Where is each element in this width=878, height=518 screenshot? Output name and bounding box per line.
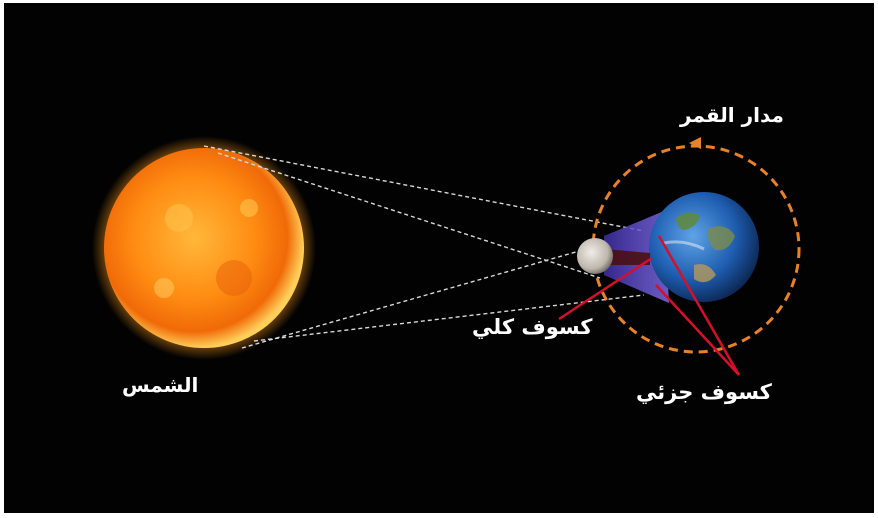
sun-spot (216, 260, 252, 296)
earth-land (707, 226, 735, 251)
total-eclipse-label: كسوف كلي (472, 315, 593, 339)
sun-spot (165, 204, 193, 232)
earth-land (694, 264, 716, 283)
diagram-canvas (92, 136, 801, 376)
pointer-lines (558, 235, 741, 376)
sun-disc (104, 148, 304, 348)
orbit-arrow-icon (689, 137, 701, 149)
earth-land (676, 212, 700, 230)
pointer-total (558, 256, 653, 321)
eclipse-diagram: الشمس مدار القمر كسوف كلي كسوف جزئي (4, 3, 874, 513)
ray-upper-cross (217, 152, 601, 279)
moon-orbit-label: مدار القمر (680, 103, 784, 127)
pointer-partial-lower (655, 284, 740, 376)
sun-spot (154, 278, 174, 298)
sun-spot (240, 199, 258, 217)
umbra (604, 249, 650, 265)
sun (92, 136, 316, 360)
moon (577, 238, 613, 274)
ray-lower-outer (253, 294, 645, 342)
earth-clouds (663, 240, 705, 251)
light-rays (203, 145, 645, 349)
sun-label: الشمس (122, 373, 199, 397)
partial-eclipse-label: كسوف جزئي (636, 380, 772, 404)
ray-upper-outer (203, 145, 645, 232)
pointer-partial-upper (657, 235, 741, 376)
earth (649, 192, 759, 302)
ray-lower-cross (241, 244, 601, 349)
